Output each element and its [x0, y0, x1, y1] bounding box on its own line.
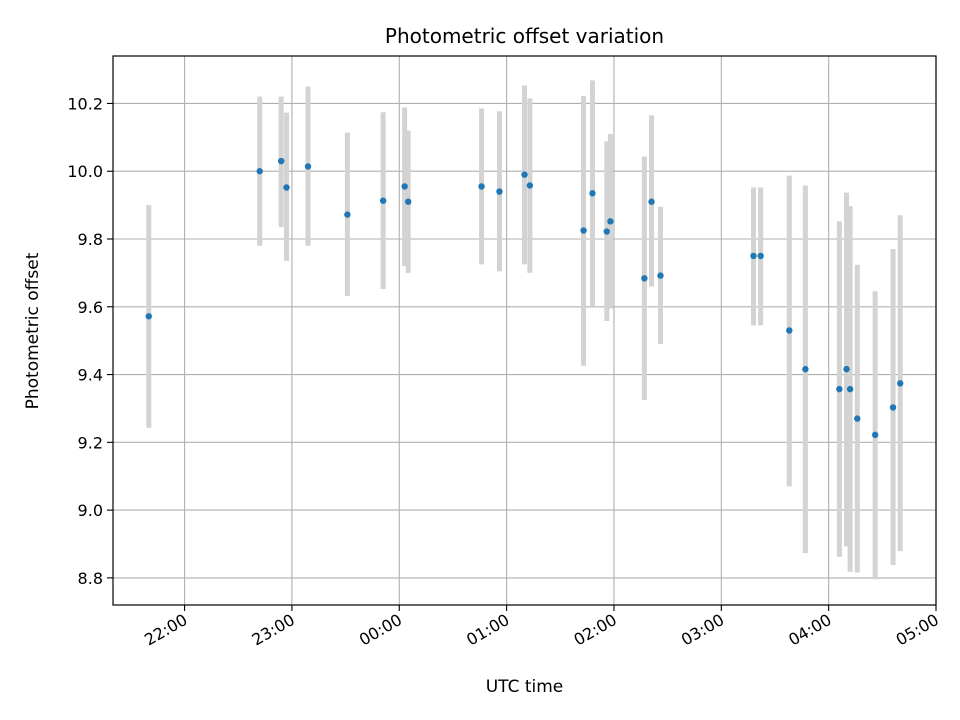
- x-tick-label: 04:00: [785, 610, 834, 650]
- data-point: [521, 171, 528, 178]
- data-point: [304, 163, 312, 170]
- data-point: [657, 272, 664, 279]
- data-point: [283, 184, 290, 191]
- data-point: [379, 197, 387, 204]
- x-tick-label: 22:00: [141, 610, 190, 650]
- data-point: [401, 183, 408, 190]
- data-point: [277, 157, 285, 165]
- data-point: [843, 365, 850, 373]
- x-axis-label: UTC time: [486, 677, 564, 697]
- data-point: [786, 327, 793, 334]
- x-tick-label: 05:00: [893, 610, 942, 650]
- data-point: [478, 183, 485, 190]
- data-point: [145, 313, 152, 320]
- y-tick-label: 9.6: [78, 298, 103, 317]
- data-point: [344, 211, 351, 218]
- data-point: [589, 190, 596, 197]
- data-point: [871, 431, 879, 439]
- y-tick-label: 9.0: [78, 501, 103, 520]
- plot-frame: [112, 55, 937, 606]
- data-point: [496, 188, 503, 195]
- data-point: [889, 404, 897, 411]
- y-axis-ticks: 8.8 9.0 9.2 9.4 9.6 9.8 10.0 10.2: [67, 94, 113, 588]
- y-tick-label: 9.4: [78, 366, 103, 385]
- x-tick-label: 01:00: [463, 610, 512, 650]
- data-point: [854, 415, 861, 422]
- data-point: [405, 198, 412, 205]
- data-point: [802, 365, 809, 373]
- x-tick-label: 02:00: [571, 610, 620, 650]
- data-point: [897, 380, 904, 387]
- y-tick-label: 10.0: [67, 162, 103, 181]
- data-point: [603, 228, 610, 235]
- x-tick-label: 03:00: [678, 610, 727, 650]
- x-axis-ticks: 22:00 23:00 00:00 01:00 02:00 03:00 04:00 05:00: [141, 605, 942, 650]
- y-tick-label: 8.8: [78, 569, 103, 588]
- data-point: [750, 252, 757, 260]
- data-point: [641, 275, 648, 282]
- y-axis-label: Photometric offset: [23, 252, 43, 409]
- data-point: [580, 227, 587, 234]
- y-tick-label: 10.2: [67, 94, 103, 113]
- y-tick-label: 9.2: [78, 433, 103, 452]
- data-point: [846, 385, 854, 393]
- x-tick-label: 00:00: [356, 610, 405, 650]
- data-point: [757, 252, 764, 260]
- chart-title: Photometric offset variation: [385, 24, 664, 48]
- data-point: [607, 218, 614, 225]
- y-tick-label: 9.8: [78, 230, 103, 249]
- data-points: [145, 157, 904, 439]
- data-point: [526, 182, 534, 189]
- x-tick-label: 23:00: [248, 610, 297, 650]
- data-point: [256, 168, 263, 175]
- data-point: [836, 385, 843, 393]
- data-point: [648, 198, 655, 205]
